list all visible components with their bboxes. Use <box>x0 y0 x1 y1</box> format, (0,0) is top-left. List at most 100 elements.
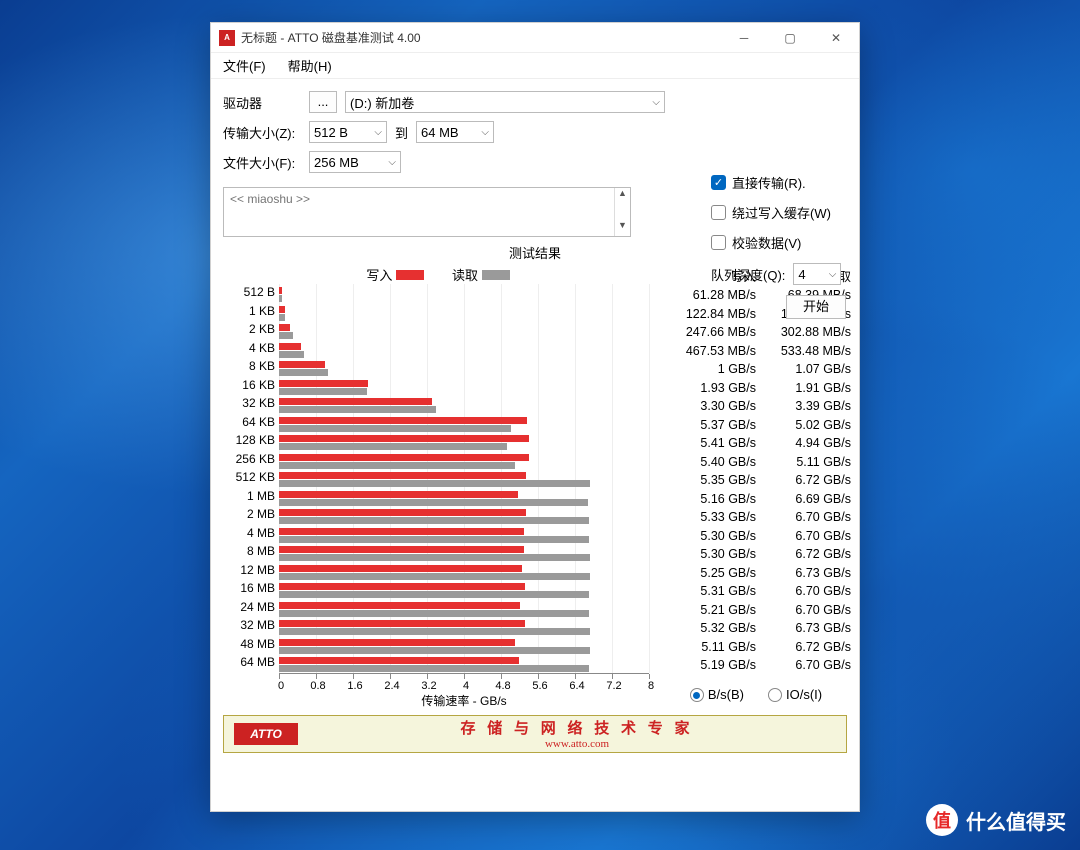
table-row: 5.35 GB/s6.72 GB/s <box>661 471 851 490</box>
y-label: 16 KB <box>219 378 275 392</box>
start-button[interactable]: 开始 <box>786 295 846 319</box>
y-label: 2 KB <box>219 322 275 336</box>
description-input[interactable] <box>224 188 614 236</box>
file-size-label: 文件大小(F): <box>223 153 301 172</box>
description-box: ▲ ▼ <box>223 187 631 237</box>
cell-read: 5.02 GB/s <box>756 418 851 432</box>
bar-write <box>279 435 529 442</box>
chart-row: 16 MB <box>279 580 649 599</box>
bar-write <box>279 343 301 350</box>
file-size-select[interactable]: 256 MB⌵ <box>309 151 401 173</box>
bar-write <box>279 657 519 664</box>
table-row: 5.30 GB/s6.70 GB/s <box>661 527 851 546</box>
chart-row: 2 MB <box>279 506 649 525</box>
menu-help[interactable]: 帮助(H) <box>282 53 338 78</box>
bar-read <box>279 388 367 395</box>
y-label: 64 MB <box>219 655 275 669</box>
scrollbar[interactable]: ▲ ▼ <box>614 188 630 236</box>
cell-read: 6.70 GB/s <box>756 658 851 672</box>
chart-row: 512 B <box>279 284 649 303</box>
chart-row: 12 MB <box>279 562 649 581</box>
y-label: 256 KB <box>219 452 275 466</box>
transfer-from-select[interactable]: 512 B⌵ <box>309 121 387 143</box>
cell-read: 6.72 GB/s <box>756 640 851 654</box>
verify-data-checkbox[interactable] <box>711 235 726 250</box>
x-tick: 0 <box>279 674 280 679</box>
chart-row: 64 MB <box>279 654 649 673</box>
bypass-cache-checkbox[interactable] <box>711 205 726 220</box>
bar-write <box>279 509 526 516</box>
cell-write: 247.66 MB/s <box>661 325 756 339</box>
cell-read: 6.72 GB/s <box>756 547 851 561</box>
bar-write <box>279 639 515 646</box>
chart-row: 4 KB <box>279 340 649 359</box>
minimize-button[interactable]: ─ <box>721 23 767 53</box>
bar-read <box>279 462 515 469</box>
bar-read <box>279 406 436 413</box>
bar-read <box>279 573 590 580</box>
atto-logo: ATTO <box>234 723 298 745</box>
table-row: 5.41 GB/s4.94 GB/s <box>661 434 851 453</box>
y-label: 48 MB <box>219 637 275 651</box>
menu-file[interactable]: 文件(F) <box>217 53 272 78</box>
chart-row: 8 MB <box>279 543 649 562</box>
chart-row: 1 MB <box>279 488 649 507</box>
cell-write: 5.11 GB/s <box>661 640 756 654</box>
bar-read <box>279 351 304 358</box>
cell-read: 533.48 MB/s <box>756 344 851 358</box>
x-axis-label: 传输速率 - GB/s <box>279 692 649 709</box>
x-tick-label: 4.8 <box>491 680 515 692</box>
window-title: 无标题 - ATTO 磁盘基准测试 4.00 <box>241 29 721 46</box>
titlebar[interactable]: A 无标题 - ATTO 磁盘基准测试 4.00 ─ ▢ ✕ <box>211 23 859 53</box>
scroll-up-icon[interactable]: ▲ <box>615 188 630 204</box>
chart-row: 128 KB <box>279 432 649 451</box>
table-row: 5.11 GB/s6.72 GB/s <box>661 638 851 657</box>
drive-select[interactable]: (D:) 新加卷 ⌵ <box>345 91 665 113</box>
x-tick-label: 7.2 <box>602 680 626 692</box>
table-row: 5.16 GB/s6.69 GB/s <box>661 490 851 509</box>
cell-write: 5.41 GB/s <box>661 436 756 450</box>
drive-label: 驱动器 <box>223 93 301 112</box>
cell-read: 6.70 GB/s <box>756 603 851 617</box>
x-tick: 0.8 <box>316 674 317 679</box>
table-row: 3.30 GB/s3.39 GB/s <box>661 397 851 416</box>
chevron-down-icon: ⌵ <box>481 127 489 138</box>
chart-row: 48 MB <box>279 636 649 655</box>
results-table: 写入 读取 61.28 MB/s68.39 MB/s122.84 MB/s136… <box>661 264 851 707</box>
y-label: 64 KB <box>219 415 275 429</box>
transfer-to-select[interactable]: 64 MB⌵ <box>416 121 494 143</box>
y-label: 2 MB <box>219 507 275 521</box>
queue-depth-select[interactable]: 4⌵ <box>793 263 841 285</box>
browse-button[interactable]: ... <box>309 91 337 113</box>
cell-write: 467.53 MB/s <box>661 344 756 358</box>
bar-write <box>279 380 368 387</box>
close-button[interactable]: ✕ <box>813 23 859 53</box>
chart-row: 8 KB <box>279 358 649 377</box>
radio-ios[interactable]: IO/s(I) <box>768 687 822 703</box>
y-label: 8 MB <box>219 544 275 558</box>
cell-write: 5.30 GB/s <box>661 529 756 543</box>
y-label: 128 KB <box>219 433 275 447</box>
radio-bs[interactable]: B/s(B) <box>690 687 744 703</box>
x-tick: 6.4 <box>575 674 576 679</box>
footer-banner[interactable]: ATTO 存 储 与 网 络 技 术 专 家 www.atto.com <box>223 715 847 753</box>
bar-read <box>279 314 285 321</box>
table-row: 5.31 GB/s6.70 GB/s <box>661 582 851 601</box>
cell-write: 5.40 GB/s <box>661 455 756 469</box>
table-row: 5.40 GB/s5.11 GB/s <box>661 453 851 472</box>
x-tick: 4 <box>464 674 465 679</box>
maximize-button[interactable]: ▢ <box>767 23 813 53</box>
chevron-down-icon: ⌵ <box>652 97 660 108</box>
y-label: 4 KB <box>219 341 275 355</box>
y-label: 1 KB <box>219 304 275 318</box>
y-label: 16 MB <box>219 581 275 595</box>
direct-transfer-checkbox[interactable]: ✓ <box>711 175 726 190</box>
y-label: 8 KB <box>219 359 275 373</box>
bar-write <box>279 287 282 294</box>
chart-row: 32 MB <box>279 617 649 636</box>
chart-legend: 写入 读取 <box>219 264 657 284</box>
scroll-down-icon[interactable]: ▼ <box>615 220 630 236</box>
chart-row: 32 KB <box>279 395 649 414</box>
table-row: 5.32 GB/s6.73 GB/s <box>661 619 851 638</box>
cell-read: 6.70 GB/s <box>756 529 851 543</box>
